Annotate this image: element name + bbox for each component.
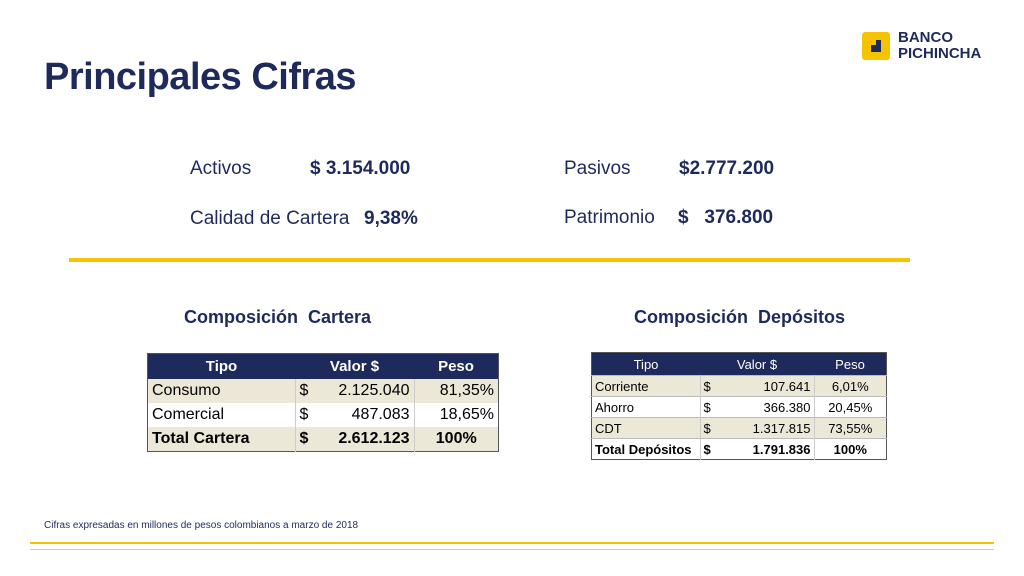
logo-line1: BANCO bbox=[898, 29, 953, 46]
table-total-row: Total Cartera $ 2.612.123 100% bbox=[147, 427, 499, 452]
cell-peso: 18,65% bbox=[439, 406, 494, 423]
cell-valor: 366.380 bbox=[722, 396, 815, 418]
cell-valor: 2.612.123 bbox=[323, 427, 415, 452]
cell-currency: $ bbox=[700, 417, 723, 439]
cell-currency: $ bbox=[299, 382, 309, 399]
cell-currency: $ bbox=[299, 406, 309, 423]
cell-valor: 1.791.836 bbox=[722, 438, 815, 460]
cell-peso: 100% bbox=[435, 430, 477, 447]
table-header-row: Tipo Valor $ Peso bbox=[591, 352, 887, 376]
cell-valor: 487.083 bbox=[323, 403, 415, 427]
calidad-cartera-value: 9,38% bbox=[364, 208, 418, 229]
cell-peso: 73,55% bbox=[814, 417, 887, 439]
depositos-section-title: Composición Depósitos bbox=[634, 307, 846, 327]
table-total-row: Total Depósitos $ 1.791.836 100% bbox=[591, 438, 887, 460]
logo-line2: PICHINCHA bbox=[898, 45, 982, 62]
cell-tipo: Comercial bbox=[147, 403, 296, 427]
cell-tipo: Total Cartera bbox=[147, 427, 296, 452]
cell-tipo: Ahorro bbox=[591, 396, 701, 418]
pasivos-value: $2.777.200 bbox=[679, 158, 775, 179]
bottom-gold-line bbox=[30, 542, 994, 544]
calidad-cartera-label: Calidad de Cartera bbox=[190, 208, 350, 229]
activos-value: $ 3.154.000 bbox=[310, 158, 411, 179]
depositos-table: Tipo Valor $ Peso Corriente $ 107.641 6,… bbox=[591, 352, 887, 460]
cartera-section-title: Composición Cartera bbox=[184, 307, 372, 327]
cell-currency: $ bbox=[700, 375, 723, 397]
cell-tipo: CDT bbox=[591, 417, 701, 439]
patrimonio-label: Patrimonio bbox=[564, 207, 655, 228]
cell-valor: 107.641 bbox=[722, 375, 815, 397]
cell-tipo: Corriente bbox=[591, 375, 701, 397]
logo-mark-icon bbox=[862, 32, 890, 60]
column-header-tipo: Tipo bbox=[147, 353, 295, 379]
cell-tipo: Total Depósitos bbox=[591, 438, 701, 460]
page-title: Principales Cifras bbox=[44, 56, 357, 98]
activos-label: Activos bbox=[190, 158, 252, 179]
banco-pichincha-logo: BANCO PICHINCHA bbox=[862, 30, 1002, 64]
pasivos-label: Pasivos bbox=[564, 158, 631, 179]
cell-peso: 81,35% bbox=[439, 382, 494, 399]
cell-peso: 6,01% bbox=[814, 375, 887, 397]
column-header-peso: Peso bbox=[814, 352, 887, 376]
cell-valor: 1.317.815 bbox=[722, 417, 815, 439]
table-row: Consumo $ 2.125.040 81,35% bbox=[147, 379, 499, 403]
table-row: Corriente $ 107.641 6,01% bbox=[591, 375, 887, 397]
patrimonio-value: $ 376.800 bbox=[678, 207, 774, 228]
footnote: Cifras expresadas en millones de pesos c… bbox=[44, 520, 359, 531]
table-row: CDT $ 1.317.815 73,55% bbox=[591, 417, 887, 439]
bottom-gray-line bbox=[30, 549, 994, 550]
cell-peso: 100% bbox=[814, 438, 887, 460]
cell-peso: 20,45% bbox=[814, 396, 887, 418]
gold-divider bbox=[69, 258, 910, 262]
cell-valor: 2.125.040 bbox=[323, 379, 415, 403]
table-row: Ahorro $ 366.380 20,45% bbox=[591, 396, 887, 418]
table-header-row: Tipo Valor $ Peso bbox=[147, 353, 499, 379]
cell-currency: $ bbox=[700, 438, 723, 460]
cell-currency: $ bbox=[700, 396, 723, 418]
cartera-table: Tipo Valor $ Peso Consumo $ 2.125.040 81… bbox=[147, 353, 499, 452]
cell-tipo: Consumo bbox=[147, 379, 296, 403]
column-header-tipo: Tipo bbox=[591, 352, 700, 376]
logo-text: BANCO PICHINCHA bbox=[898, 30, 981, 62]
cell-currency: $ bbox=[299, 430, 309, 447]
column-header-valor: Valor $ bbox=[295, 353, 414, 379]
table-row: Comercial $ 487.083 18,65% bbox=[147, 403, 499, 427]
column-header-peso: Peso bbox=[414, 353, 499, 379]
column-header-valor: Valor $ bbox=[700, 352, 814, 376]
